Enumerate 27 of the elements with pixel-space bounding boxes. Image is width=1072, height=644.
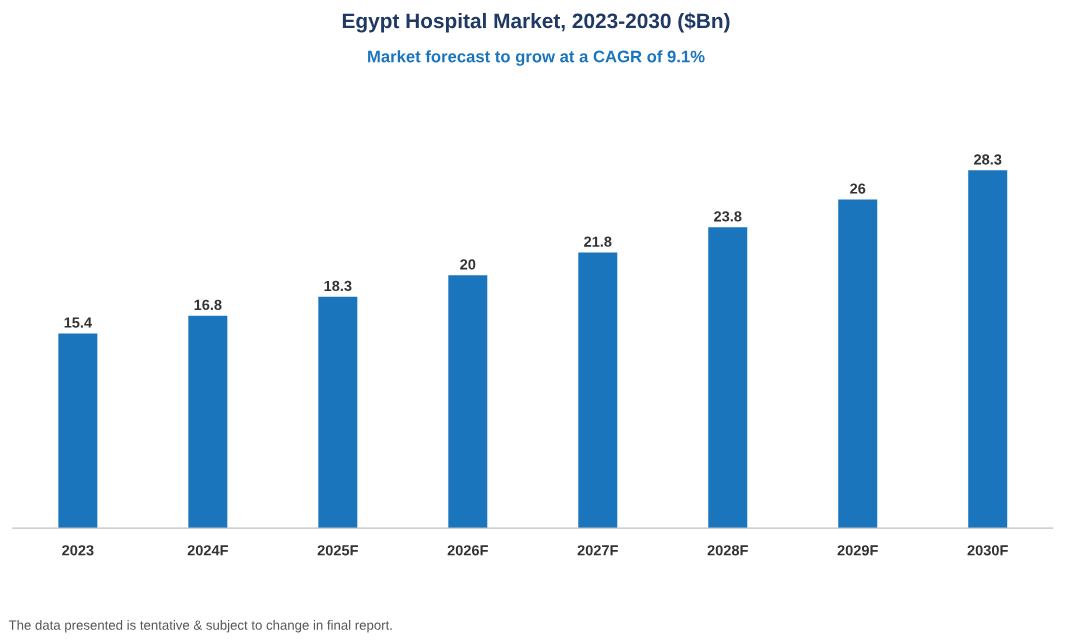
bar (188, 315, 228, 529)
bar (708, 227, 748, 529)
data-label: 16.8 (194, 299, 222, 311)
chart-title: Egypt Hospital Market, 2023-2030 ($Bn) (342, 12, 730, 33)
bar (448, 275, 488, 529)
bar (58, 333, 98, 529)
data-label: 18.3 (324, 280, 352, 292)
chart-subtitle: Market forecast to grow at a CAGR of 9.1% (368, 50, 705, 66)
bar (968, 170, 1008, 529)
text: The data presented is tentative & subject to change in final report. (8, 620, 392, 633)
x-tick-label: 2029F (837, 545, 878, 556)
data-label: 15.4 (64, 317, 92, 328)
data-label: 21.8 (584, 236, 612, 247)
data-label: 28.3 (974, 154, 1002, 165)
x-tick-label: 2027F (577, 545, 618, 556)
x-tick-label: 2028F (707, 545, 748, 556)
bar (838, 199, 878, 529)
x-tick-label: 2024F (187, 545, 228, 556)
x-tick-label: 2030F (967, 545, 1008, 556)
bar (318, 296, 358, 529)
bar (578, 252, 618, 529)
x-tick-label: 2025F (317, 545, 358, 556)
data-label: 23.8 (714, 211, 742, 222)
data-label: 26 (850, 183, 866, 194)
data-label: 20 (460, 259, 476, 270)
x-tick-label: 2023 (62, 545, 94, 556)
x-tick-label: 2026F (447, 545, 488, 556)
